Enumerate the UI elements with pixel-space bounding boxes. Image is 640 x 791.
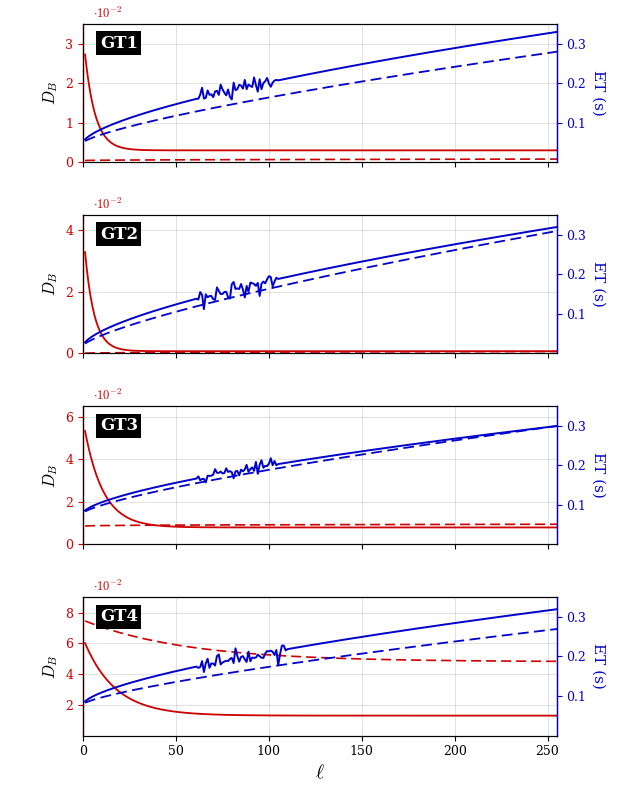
- Text: $\cdot10^{-2}$: $\cdot10^{-2}$: [93, 197, 122, 212]
- Text: $\cdot10^{-2}$: $\cdot10^{-2}$: [93, 6, 122, 21]
- Text: GT1: GT1: [100, 35, 138, 51]
- Text: GT3: GT3: [100, 417, 138, 434]
- Y-axis label: ET (s): ET (s): [592, 261, 606, 307]
- Text: GT2: GT2: [100, 226, 138, 243]
- Text: $\cdot10^{-2}$: $\cdot10^{-2}$: [93, 388, 122, 403]
- Text: GT4: GT4: [100, 608, 138, 625]
- X-axis label: $\ell$: $\ell$: [315, 764, 325, 782]
- Y-axis label: ET (s): ET (s): [592, 643, 606, 689]
- Y-axis label: $D_B$: $D_B$: [41, 272, 60, 297]
- Y-axis label: ET (s): ET (s): [592, 452, 606, 498]
- Text: $\cdot10^{-2}$: $\cdot10^{-2}$: [93, 579, 122, 594]
- Y-axis label: $D_B$: $D_B$: [41, 81, 60, 105]
- Y-axis label: $D_B$: $D_B$: [41, 463, 60, 487]
- Y-axis label: $D_B$: $D_B$: [41, 654, 60, 679]
- Y-axis label: ET (s): ET (s): [592, 70, 606, 116]
